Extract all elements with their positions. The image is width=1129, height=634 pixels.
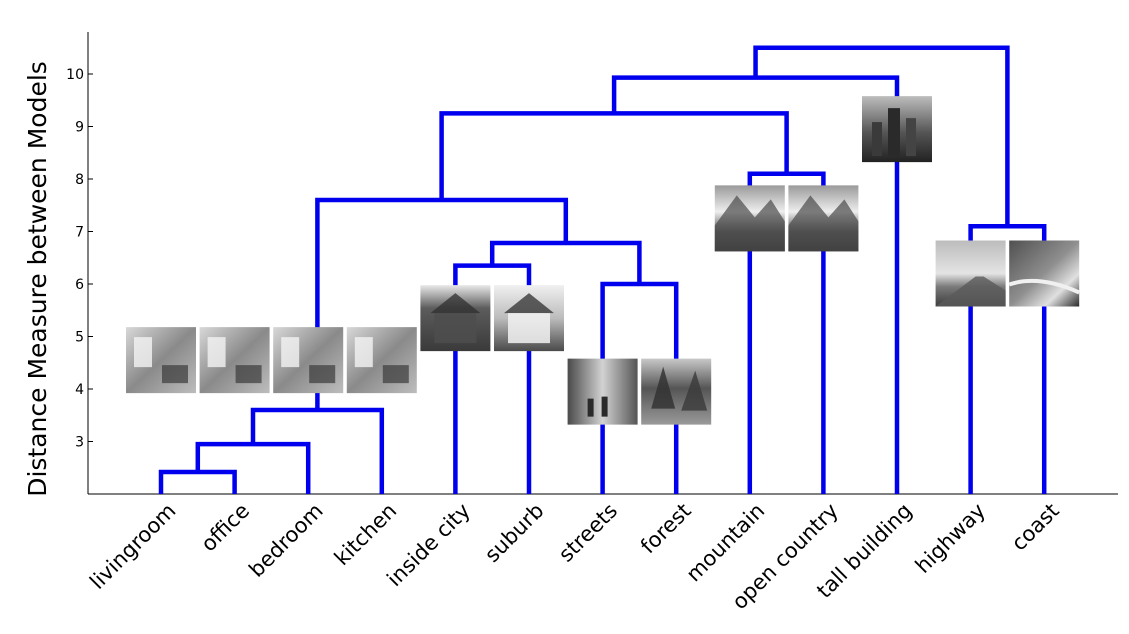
thumbnail-open-country xyxy=(788,185,859,252)
merge-link-3 xyxy=(250,407,385,494)
merge-link-1 xyxy=(158,469,237,494)
y-tick-label: 6 xyxy=(75,277,84,293)
y-tick-label: 10 xyxy=(66,67,84,83)
leaf-label-kitchen: kitchen xyxy=(330,499,402,571)
y-axis-label: Distance Measure between Models xyxy=(23,61,52,497)
thumbnail-kitchen xyxy=(346,327,417,394)
y-tick-label: 9 xyxy=(75,120,84,136)
leaf-label-office: office xyxy=(196,499,254,557)
scene-thumbnails xyxy=(126,96,1081,425)
thumbnail-office xyxy=(199,327,270,394)
thumbnail-mountain xyxy=(714,185,785,252)
y-tick-label: 7 xyxy=(75,225,84,241)
leaf-label-streets: streets xyxy=(554,499,622,567)
thumbnail-tall-building xyxy=(862,96,932,163)
thumbnail-forest xyxy=(641,358,712,425)
y-tick-label: 8 xyxy=(75,172,84,188)
thumbnail-highway xyxy=(935,240,1006,307)
thumbnail-livingroom xyxy=(126,327,196,394)
y-axis-ticks: 3 4 5 6 7 8 9 10 xyxy=(66,67,93,451)
merge-link-2 xyxy=(195,441,311,494)
y-tick-label: 5 xyxy=(75,330,84,346)
leaf-label-suburb: suburb xyxy=(480,499,548,567)
thumbnail-streets xyxy=(567,358,638,425)
dendrogram-links xyxy=(158,45,1047,494)
leaf-label-highway: highway xyxy=(911,499,990,578)
thumbnail-suburb xyxy=(494,285,564,352)
leaf-label-bedroom: bedroom xyxy=(244,499,327,582)
merge-link-12 xyxy=(753,45,1010,227)
y-tick-label: 3 xyxy=(75,435,84,451)
leaf-label-livingroom: livingroom xyxy=(85,499,180,594)
leaf-label-forest: forest xyxy=(636,499,696,559)
y-tick-label: 4 xyxy=(75,382,84,398)
leaf-label-coast: coast xyxy=(1007,499,1064,556)
thumbnail-bedroom xyxy=(273,327,344,394)
thumbnail-coast xyxy=(1008,240,1081,307)
thumbnail-inside-city xyxy=(420,285,491,352)
